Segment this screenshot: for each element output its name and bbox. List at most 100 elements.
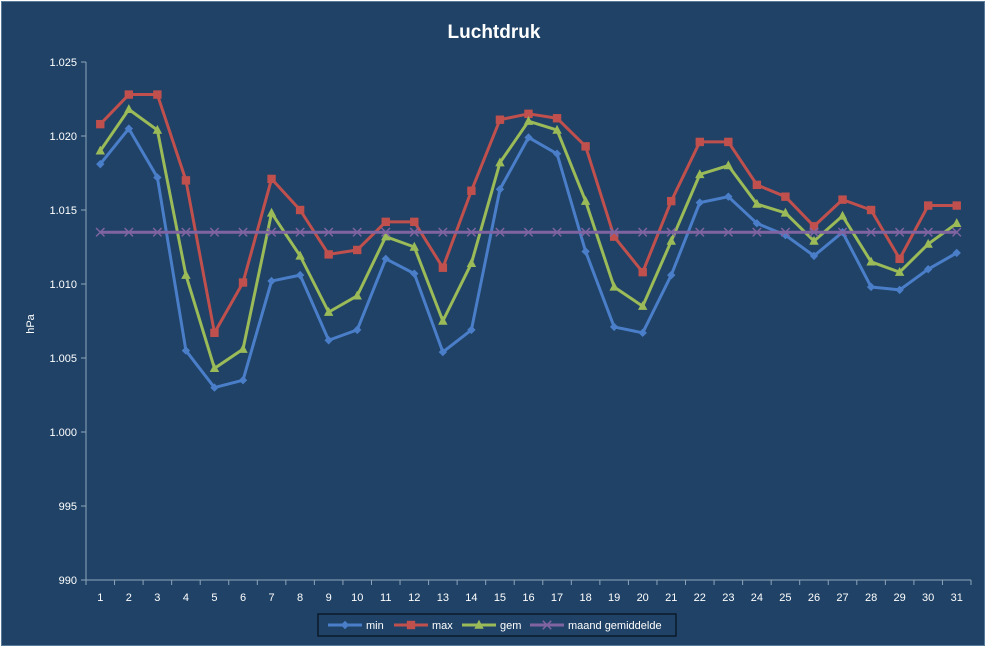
series-max bbox=[96, 90, 961, 338]
legend-entry-max: max bbox=[394, 620, 453, 632]
data-point-maand-gemiddelde bbox=[495, 227, 505, 237]
x-tick-label: 11 bbox=[380, 592, 391, 604]
data-point-maand-gemiddelde bbox=[209, 227, 220, 237]
legend-entry-gem: gem bbox=[462, 619, 521, 632]
y-axis-label: hPa bbox=[25, 313, 37, 333]
data-point-max bbox=[467, 186, 476, 195]
x-marker-stroke bbox=[295, 227, 305, 237]
x-tick-label: 7 bbox=[269, 592, 275, 604]
data-point-maand-gemiddelde bbox=[637, 227, 648, 237]
data-point-min bbox=[210, 383, 219, 392]
data-point-max bbox=[524, 109, 533, 118]
data-point-min bbox=[324, 336, 333, 345]
series-min bbox=[96, 124, 961, 392]
data-point-gem bbox=[152, 124, 163, 134]
y-tick-label: 1.025 bbox=[49, 57, 77, 69]
data-point-min bbox=[895, 285, 904, 295]
data-point-maand-gemiddelde bbox=[181, 227, 191, 237]
data-point-max bbox=[838, 195, 847, 204]
data-point-max bbox=[638, 267, 647, 277]
data-point-gem bbox=[181, 269, 191, 279]
legend-swatch-marker bbox=[340, 620, 350, 630]
data-point-max bbox=[552, 114, 562, 123]
data-point-gem bbox=[381, 231, 391, 241]
data-point-gem bbox=[209, 363, 220, 373]
data-point-gem bbox=[923, 238, 933, 248]
x-tick-label: 2 bbox=[126, 592, 132, 604]
data-point-min bbox=[238, 376, 248, 385]
x-marker-stroke bbox=[951, 227, 962, 237]
x-marker-stroke bbox=[752, 227, 762, 237]
data-point-gem bbox=[409, 241, 420, 251]
x-marker-stroke bbox=[894, 227, 905, 237]
x-marker-stroke bbox=[837, 227, 848, 237]
data-point-maand-gemiddelde bbox=[609, 227, 619, 237]
x-tick-label: 10 bbox=[351, 592, 363, 604]
data-point-max bbox=[181, 176, 191, 185]
x-tick-label: 18 bbox=[579, 592, 591, 604]
data-point-maand-gemiddelde bbox=[809, 227, 819, 237]
x-marker-stroke bbox=[523, 227, 534, 237]
data-point-min bbox=[267, 276, 276, 286]
data-point-gem bbox=[466, 258, 477, 267]
series-maand-gemiddelde bbox=[95, 227, 962, 237]
data-point-max bbox=[752, 180, 762, 190]
x-marker-stroke bbox=[637, 227, 648, 237]
legend-label: gem bbox=[500, 620, 521, 632]
x-tick-label: 22 bbox=[694, 592, 706, 604]
data-point-min bbox=[781, 230, 790, 240]
data-point-max bbox=[295, 205, 305, 215]
data-point-max bbox=[238, 278, 248, 287]
x-marker-stroke bbox=[323, 227, 334, 237]
data-point-min bbox=[609, 322, 619, 332]
data-point-gem bbox=[780, 207, 791, 217]
x-tick-label: 14 bbox=[465, 592, 477, 604]
data-point-max bbox=[267, 174, 276, 184]
data-point-maand-gemiddelde bbox=[894, 227, 905, 237]
data-point-max bbox=[866, 205, 876, 215]
data-point-max bbox=[324, 250, 333, 259]
x-tick-label: 31 bbox=[951, 592, 963, 604]
data-point-max bbox=[438, 263, 448, 272]
data-point-max bbox=[609, 232, 619, 241]
data-point-min bbox=[752, 219, 762, 228]
x-marker-stroke bbox=[780, 227, 791, 237]
x-marker-stroke bbox=[695, 227, 705, 237]
legend-label: maand gemiddelde bbox=[568, 620, 662, 632]
x-marker-stroke bbox=[409, 227, 420, 237]
data-point-maand-gemiddelde bbox=[923, 227, 933, 237]
legend: min max gem maand gemiddelde bbox=[317, 613, 677, 637]
x-tick-label: 8 bbox=[297, 592, 303, 604]
data-point-maand-gemiddelde bbox=[95, 227, 106, 237]
x-tick-label: 29 bbox=[894, 592, 906, 604]
x-tick-label: 21 bbox=[665, 592, 677, 604]
data-point-gem bbox=[952, 218, 962, 228]
data-point-min bbox=[524, 133, 533, 142]
data-point-min bbox=[438, 347, 448, 357]
data-point-gem bbox=[323, 306, 334, 316]
data-point-maand-gemiddelde bbox=[323, 227, 334, 237]
x-marker-stroke bbox=[95, 227, 106, 237]
x-tick-label: 15 bbox=[494, 592, 506, 604]
data-point-maand-gemiddelde bbox=[381, 227, 391, 237]
x-tick-label: 19 bbox=[608, 592, 620, 604]
x-marker-stroke bbox=[438, 227, 448, 237]
data-point-min bbox=[866, 282, 876, 292]
data-point-min bbox=[181, 346, 191, 355]
x-tick-label: 5 bbox=[211, 592, 217, 604]
data-point-min bbox=[552, 149, 562, 158]
data-point-min bbox=[695, 198, 704, 207]
x-marker-stroke bbox=[381, 227, 391, 237]
x-marker-stroke bbox=[609, 227, 619, 237]
x-marker-stroke bbox=[209, 227, 220, 237]
data-point-gem bbox=[352, 290, 362, 300]
x-marker-stroke bbox=[238, 227, 248, 237]
data-point-maand-gemiddelde bbox=[666, 227, 676, 237]
data-point-maand-gemiddelde bbox=[466, 227, 477, 237]
x-marker-stroke bbox=[542, 620, 552, 630]
data-point-maand-gemiddelde bbox=[523, 227, 534, 237]
data-point-maand-gemiddelde bbox=[238, 227, 248, 237]
data-point-maand-gemiddelde bbox=[438, 227, 448, 237]
